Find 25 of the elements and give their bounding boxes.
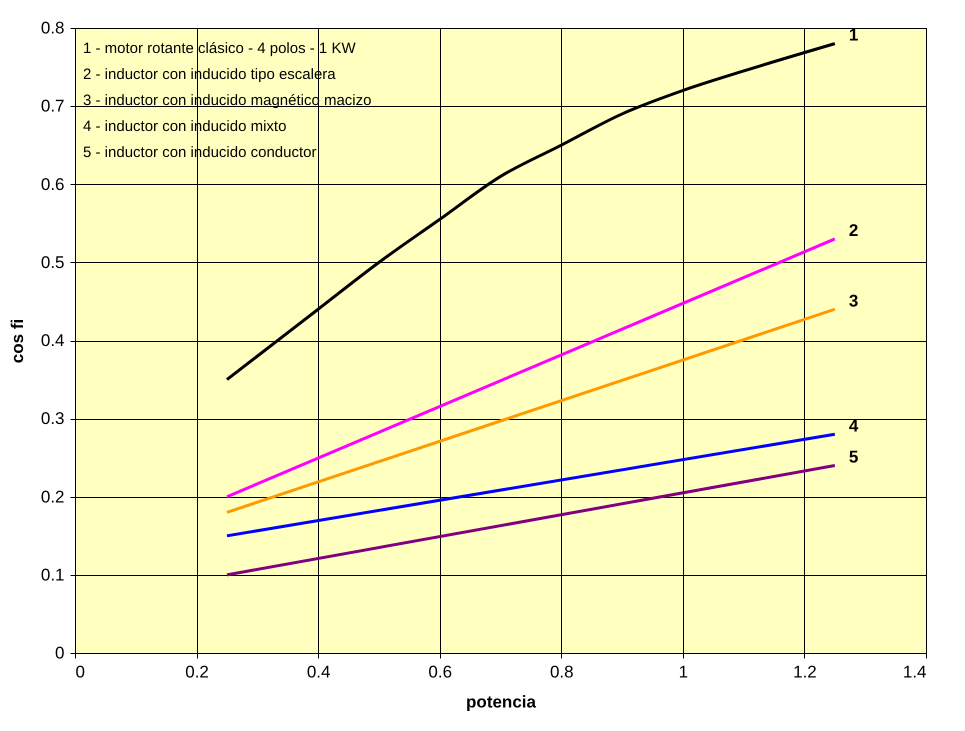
x-tick-label: 0.2 [185, 662, 209, 682]
y-tick-label: 0 [55, 644, 64, 662]
y-axis-title: cos fi [8, 318, 27, 364]
y-tick-label: 0.1 [40, 565, 64, 584]
annotation: 1 - motor rotante clásico - 4 polos - 1 KW [83, 40, 356, 57]
x-axis-title: potencia [466, 692, 536, 712]
x-tick-label: 0.4 [306, 662, 330, 682]
y-tick-label: 0.7 [40, 96, 64, 116]
x-tick-label: 0.6 [428, 662, 452, 682]
series-label: 1 [848, 26, 858, 45]
y-tick-label: 0.5 [40, 252, 64, 272]
series-label: 4 [848, 416, 859, 436]
x-tick-label: 0 [76, 662, 85, 682]
x-tick-label: 1 [678, 662, 688, 682]
x-tick-label: 1.2 [793, 662, 817, 682]
series-label: 5 [848, 448, 858, 466]
y-tick-label: 0.6 [40, 174, 64, 194]
y-tick-label: 0.2 [40, 487, 64, 506]
x-tick-label: 0.8 [550, 662, 574, 682]
y-tick-label: 0.8 [40, 18, 64, 38]
y-tick-label: 0.4 [40, 331, 64, 350]
y-tick-label: 0.3 [40, 409, 64, 428]
series-label: 3 [848, 291, 858, 310]
x-tick-label: 1.4 [902, 662, 926, 682]
series-label: 2 [848, 220, 858, 240]
